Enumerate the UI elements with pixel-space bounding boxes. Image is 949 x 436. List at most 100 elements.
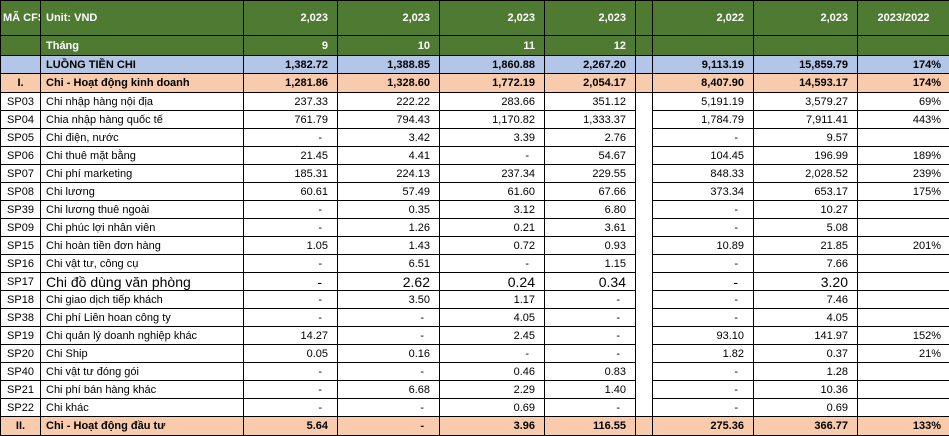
month-value-cell[interactable]: - [338,417,440,436]
year-total-cell[interactable]: 10.89 [653,237,754,255]
month-value-cell[interactable]: 0.83 [545,363,636,381]
ratio-cell[interactable] [858,309,949,327]
month-value-cell[interactable]: 0.72 [440,237,545,255]
ratio-cell[interactable]: 201% [858,237,949,255]
row-label-cell[interactable]: Chia nhập hàng quốc tế [41,111,244,129]
row-label-cell[interactable]: Chi vật tư, công cụ [41,255,244,273]
month-value-cell[interactable]: 3.39 [440,129,545,147]
year-total-cell[interactable]: - [653,255,754,273]
month-value-cell[interactable]: 1,333.37 [545,111,636,129]
header-cell-year[interactable]: 2,023 [440,1,545,36]
header-cell-thang[interactable]: Tháng [41,36,244,56]
row-label-cell[interactable]: Chi hoàn tiền đơn hàng [41,237,244,255]
month-value-cell[interactable]: 67.66 [545,183,636,201]
header-cell-empty[interactable] [858,36,949,56]
month-value-cell[interactable]: 4.05 [440,309,545,327]
row-code-cell[interactable]: SP15 [1,237,41,255]
spacer-cell[interactable] [636,183,653,201]
month-value-cell[interactable]: 1.17 [440,291,545,309]
month-value-cell[interactable]: 1,281.86 [244,74,338,93]
month-value-cell[interactable]: - [244,381,338,399]
year-total-cell[interactable]: 5.08 [754,219,858,237]
month-value-cell[interactable]: 0.35 [338,201,440,219]
year-total-cell[interactable]: 366.77 [754,417,858,436]
month-value-cell[interactable]: 761.79 [244,111,338,129]
year-total-cell[interactable]: - [653,381,754,399]
spacer-cell[interactable] [636,74,653,93]
spacer-cell[interactable] [636,237,653,255]
ratio-cell[interactable]: 174% [858,56,949,74]
month-value-cell[interactable]: 2.62 [338,273,440,291]
ratio-cell[interactable]: 443% [858,111,949,129]
month-value-cell[interactable]: - [545,291,636,309]
row-code-cell[interactable]: SP38 [1,309,41,327]
year-total-cell[interactable]: 7.46 [754,291,858,309]
spacer-cell[interactable] [636,147,653,165]
year-total-cell[interactable]: 8,407.90 [653,74,754,93]
year-total-cell[interactable]: 10.36 [754,381,858,399]
row-label-cell[interactable]: Chi phí marketing [41,165,244,183]
header-cell-unit[interactable]: Unit: VND [41,1,244,36]
month-value-cell[interactable]: 116.55 [545,417,636,436]
header-cell-year-2023[interactable]: 2,023 [754,1,858,36]
header-cell-year[interactable]: 2,023 [338,1,440,36]
month-value-cell[interactable]: 61.60 [440,183,545,201]
month-value-cell[interactable]: 224.13 [338,165,440,183]
header-cell-month[interactable]: 12 [545,36,636,56]
month-value-cell[interactable]: 57.49 [338,183,440,201]
year-total-cell[interactable]: 0.69 [754,399,858,417]
month-value-cell[interactable]: 3.12 [440,201,545,219]
month-value-cell[interactable]: 237.33 [244,93,338,111]
row-code-cell[interactable]: SP09 [1,219,41,237]
row-label-cell[interactable]: LUỒNG TIỀN CHI [41,56,244,74]
month-value-cell[interactable]: 60.61 [244,183,338,201]
year-total-cell[interactable]: 14,593.17 [754,74,858,93]
year-total-cell[interactable]: 7,911.41 [754,111,858,129]
month-value-cell[interactable]: 6.68 [338,381,440,399]
year-total-cell[interactable]: - [653,219,754,237]
ratio-cell[interactable] [858,381,949,399]
year-total-cell[interactable]: 104.45 [653,147,754,165]
year-total-cell[interactable]: 3.20 [754,273,858,291]
year-total-cell[interactable]: - [653,363,754,381]
ratio-cell[interactable]: 69% [858,93,949,111]
header-cell-ratio[interactable]: 2023/2022 [858,1,949,36]
month-value-cell[interactable]: 1,772.19 [440,74,545,93]
month-value-cell[interactable]: 185.31 [244,165,338,183]
month-value-cell[interactable]: 0.46 [440,363,545,381]
spacer-cell[interactable] [636,291,653,309]
row-label-cell[interactable]: Chi phúc lợi nhân viên [41,219,244,237]
header-cell-year[interactable]: 2,023 [244,1,338,36]
header-cell-empty[interactable] [754,36,858,56]
year-total-cell[interactable]: - [653,399,754,417]
month-value-cell[interactable]: - [545,309,636,327]
row-label-cell[interactable]: Chi lương thuê ngoài [41,201,244,219]
year-total-cell[interactable]: 4.05 [754,309,858,327]
header-cell-ma-cfs[interactable]: MÃ CFS [1,1,41,36]
month-value-cell[interactable]: 0.34 [545,273,636,291]
month-value-cell[interactable]: 3.50 [338,291,440,309]
year-total-cell[interactable]: 653.17 [754,183,858,201]
month-value-cell[interactable]: 794.43 [338,111,440,129]
year-total-cell[interactable]: 5,191.19 [653,93,754,111]
month-value-cell[interactable]: 0.93 [545,237,636,255]
row-label-cell[interactable]: Chi lương [41,183,244,201]
year-total-cell[interactable]: 93.10 [653,327,754,345]
ratio-cell[interactable] [858,255,949,273]
ratio-cell[interactable] [858,201,949,219]
month-value-cell[interactable]: - [545,327,636,345]
year-total-cell[interactable]: 275.36 [653,417,754,436]
row-code-cell[interactable]: SP03 [1,93,41,111]
spacer-cell[interactable] [636,363,653,381]
month-value-cell[interactable]: - [338,399,440,417]
row-label-cell[interactable]: Chi phí bán hàng khác [41,381,244,399]
month-value-cell[interactable]: - [244,129,338,147]
year-total-cell[interactable]: 9.57 [754,129,858,147]
month-value-cell[interactable]: 2.29 [440,381,545,399]
row-label-cell[interactable]: Chi đồ dùng văn phòng [41,273,244,291]
month-value-cell[interactable]: - [244,363,338,381]
month-value-cell[interactable]: 2.76 [545,129,636,147]
row-label-cell[interactable]: Chi - Hoạt động đầu tư [41,417,244,436]
spacer-cell[interactable] [636,93,653,111]
year-total-cell[interactable]: - [653,201,754,219]
